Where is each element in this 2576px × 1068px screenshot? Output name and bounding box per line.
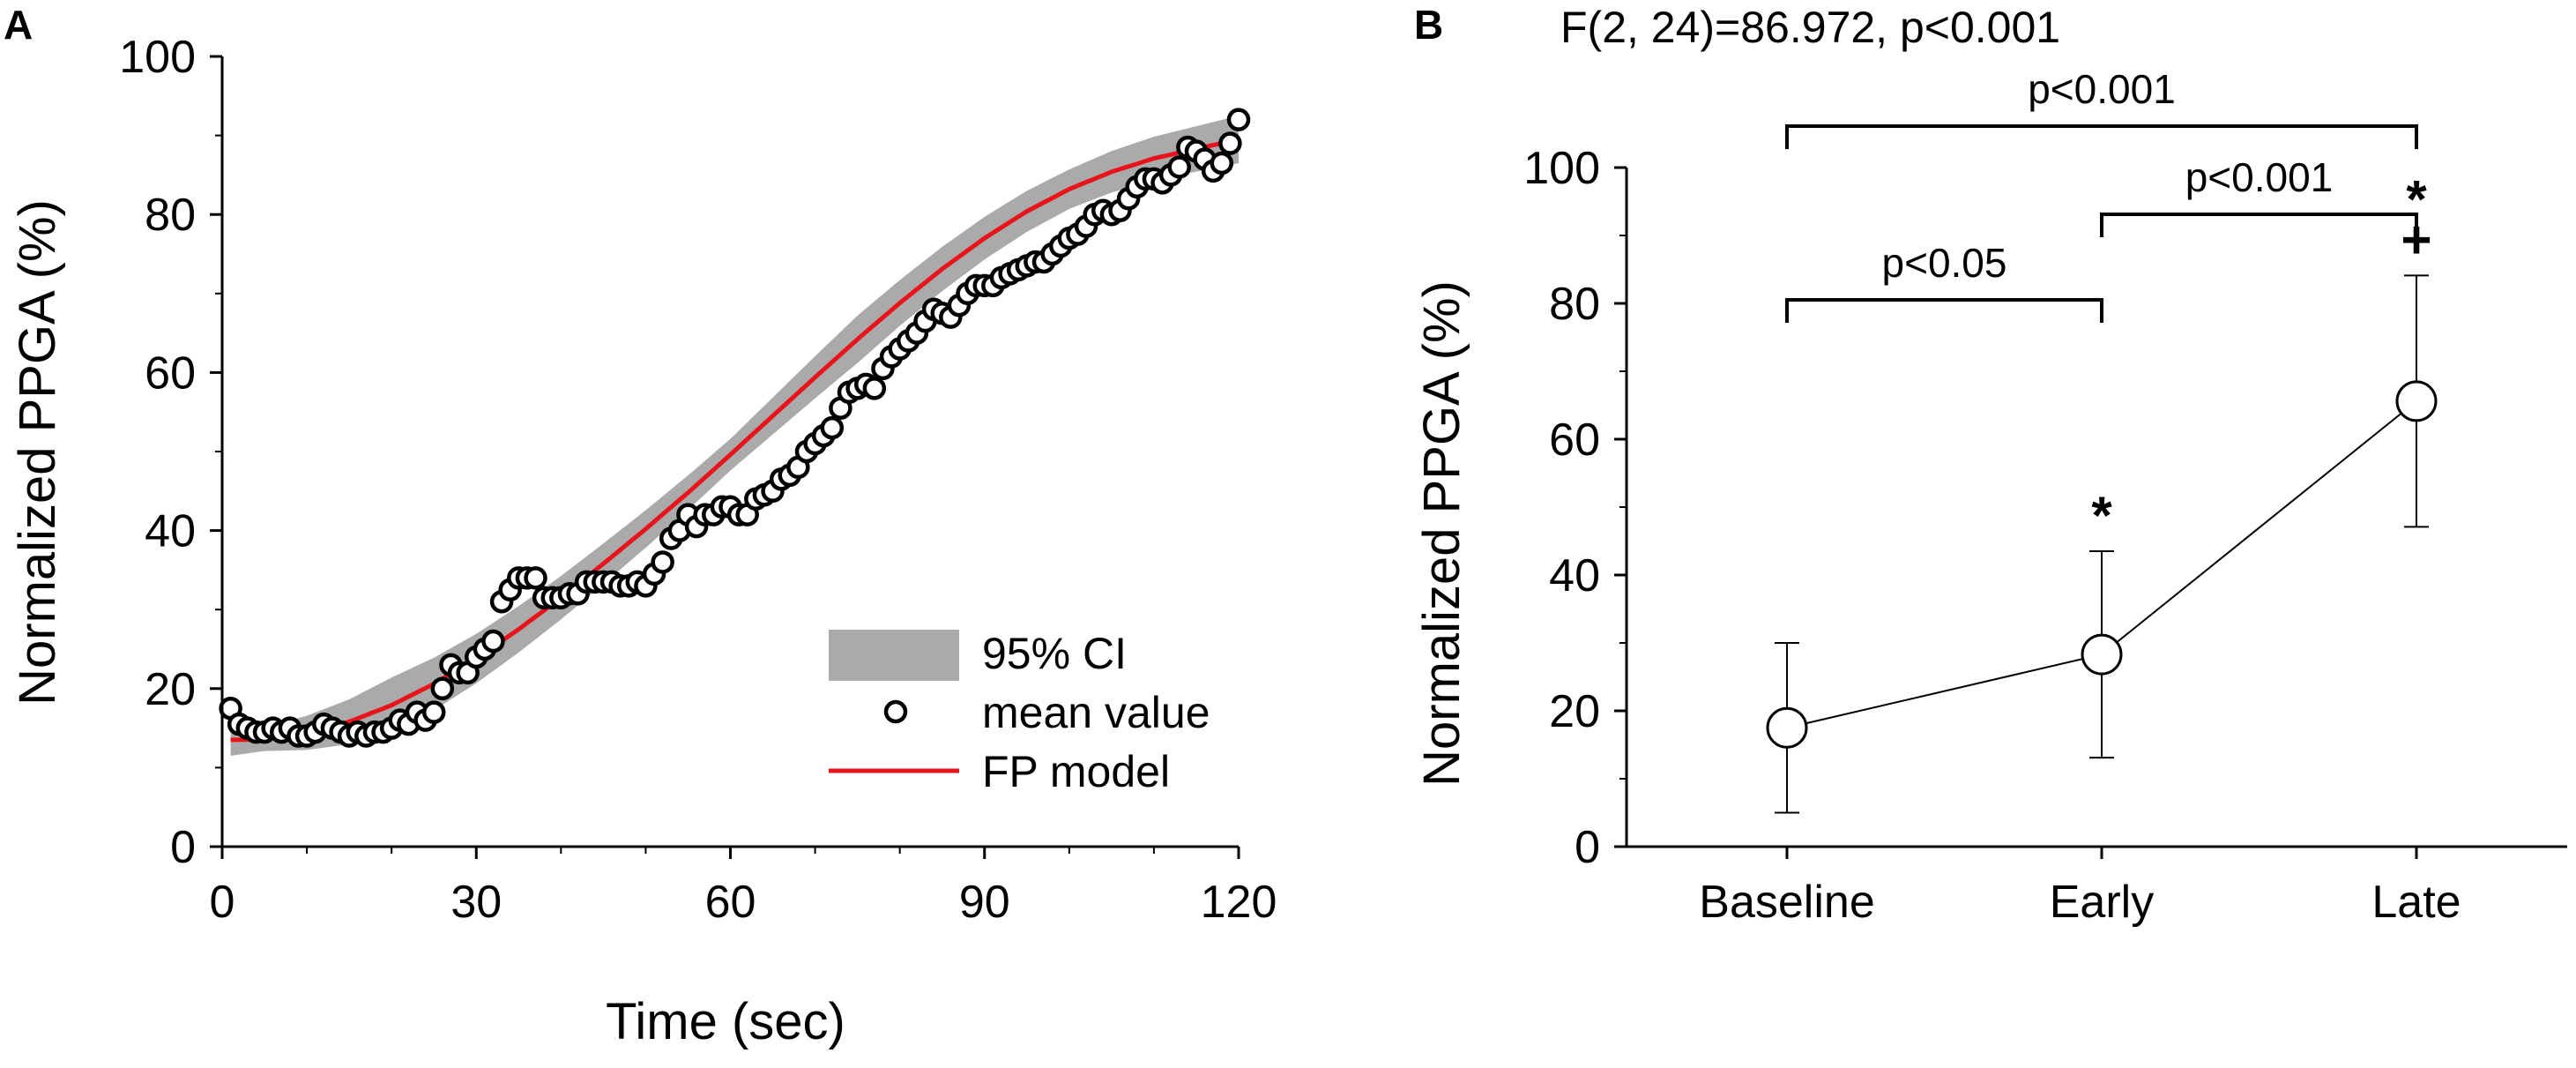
panel-a-y-axis-title: Normalized PPGA (%) (9, 199, 66, 706)
x-tick-label: 30 (450, 877, 502, 928)
comparison-bracket (1785, 298, 2103, 323)
mean-value-point (820, 415, 845, 440)
y-tick-label: 0 (170, 822, 196, 873)
ci-band-layer (230, 116, 1239, 756)
panel-b-letter: B (1414, 2, 1443, 48)
legend: 95% CI mean value FP model (829, 629, 1210, 796)
category-label: Late (2371, 877, 2461, 928)
y-tick-label: 100 (119, 32, 196, 83)
mean-value-point (421, 700, 446, 724)
fp-model-line (230, 137, 1240, 743)
mean-value-point (862, 377, 887, 400)
panel-b-y-axis-title: Normalized PPGA (%) (1413, 280, 1470, 787)
ci-band (230, 116, 1239, 756)
mean-points-layer (219, 108, 1251, 748)
mean-value-point (481, 629, 505, 653)
significance-mark: + (2401, 210, 2431, 269)
comparison-p-value: p<0.001 (2028, 66, 2176, 112)
panel-a: A Normalized PPGA (%) Time (sec) 0 20 40 60… (4, 2, 1277, 1050)
y-tick-label: 40 (1549, 550, 1600, 601)
panel-a-letter: A (4, 2, 33, 48)
mean-value-point (1167, 155, 1191, 179)
panel-b-axes: 0 20 40 60 80 100 Baseline Early Late (1523, 143, 2567, 928)
y-tick-label: 20 (145, 664, 196, 715)
y-tick-label: 0 (1575, 822, 1600, 873)
legend-marker-swatch (883, 699, 908, 724)
y-tick-label: 100 (1523, 143, 1600, 194)
panel-b: B F(2, 24)=86.972, p<0.001 Normalized PP… (1413, 2, 2567, 928)
mean-value-point (1226, 108, 1251, 131)
x-tick-label: 90 (959, 877, 1010, 928)
mean-value-point (524, 566, 547, 590)
legend-label: FP model (982, 747, 1170, 796)
category-label: Baseline (1699, 877, 1874, 928)
group-mean-marker (1766, 706, 1808, 749)
significance-mark: * (2091, 486, 2112, 545)
mean-value-point (1218, 131, 1242, 155)
legend-label: mean value (982, 688, 1210, 737)
legend-ci-swatch (829, 630, 959, 681)
legend-label: 95% CI (982, 629, 1127, 678)
panel-a-axes: 0 20 40 60 80 100 0 30 60 90 120 (119, 32, 1277, 928)
fit-line-layer (230, 137, 1240, 743)
group-means-layer: **+ (1766, 169, 2438, 814)
panel-a-x-axis-title: Time (sec) (606, 993, 845, 1050)
mean-value-point (430, 676, 455, 701)
mean-value-point (1210, 151, 1234, 176)
y-tick-label: 60 (145, 347, 196, 399)
category-label: Early (2050, 877, 2154, 928)
mean-value-point (651, 550, 674, 574)
y-tick-label: 20 (1549, 686, 1600, 737)
x-tick-label: 60 (705, 877, 756, 928)
group-mean-marker (2081, 633, 2123, 676)
significance-mark: * (2406, 169, 2427, 228)
comparison-p-value: p<0.05 (1882, 240, 2007, 286)
anova-result: F(2, 24)=86.972, p<0.001 (1560, 3, 2060, 52)
x-tick-label: 0 (210, 877, 235, 928)
comparison-p-value: p<0.001 (2185, 154, 2334, 200)
y-tick-label: 80 (1549, 279, 1600, 330)
y-tick-label: 80 (145, 190, 196, 241)
comparison-bracket (2100, 213, 2418, 237)
x-tick-label: 120 (1201, 877, 1277, 928)
y-tick-label: 60 (1549, 415, 1600, 466)
comparison-bracket (1785, 124, 2418, 149)
y-tick-label: 40 (145, 506, 196, 557)
group-mean-marker (2395, 380, 2438, 422)
